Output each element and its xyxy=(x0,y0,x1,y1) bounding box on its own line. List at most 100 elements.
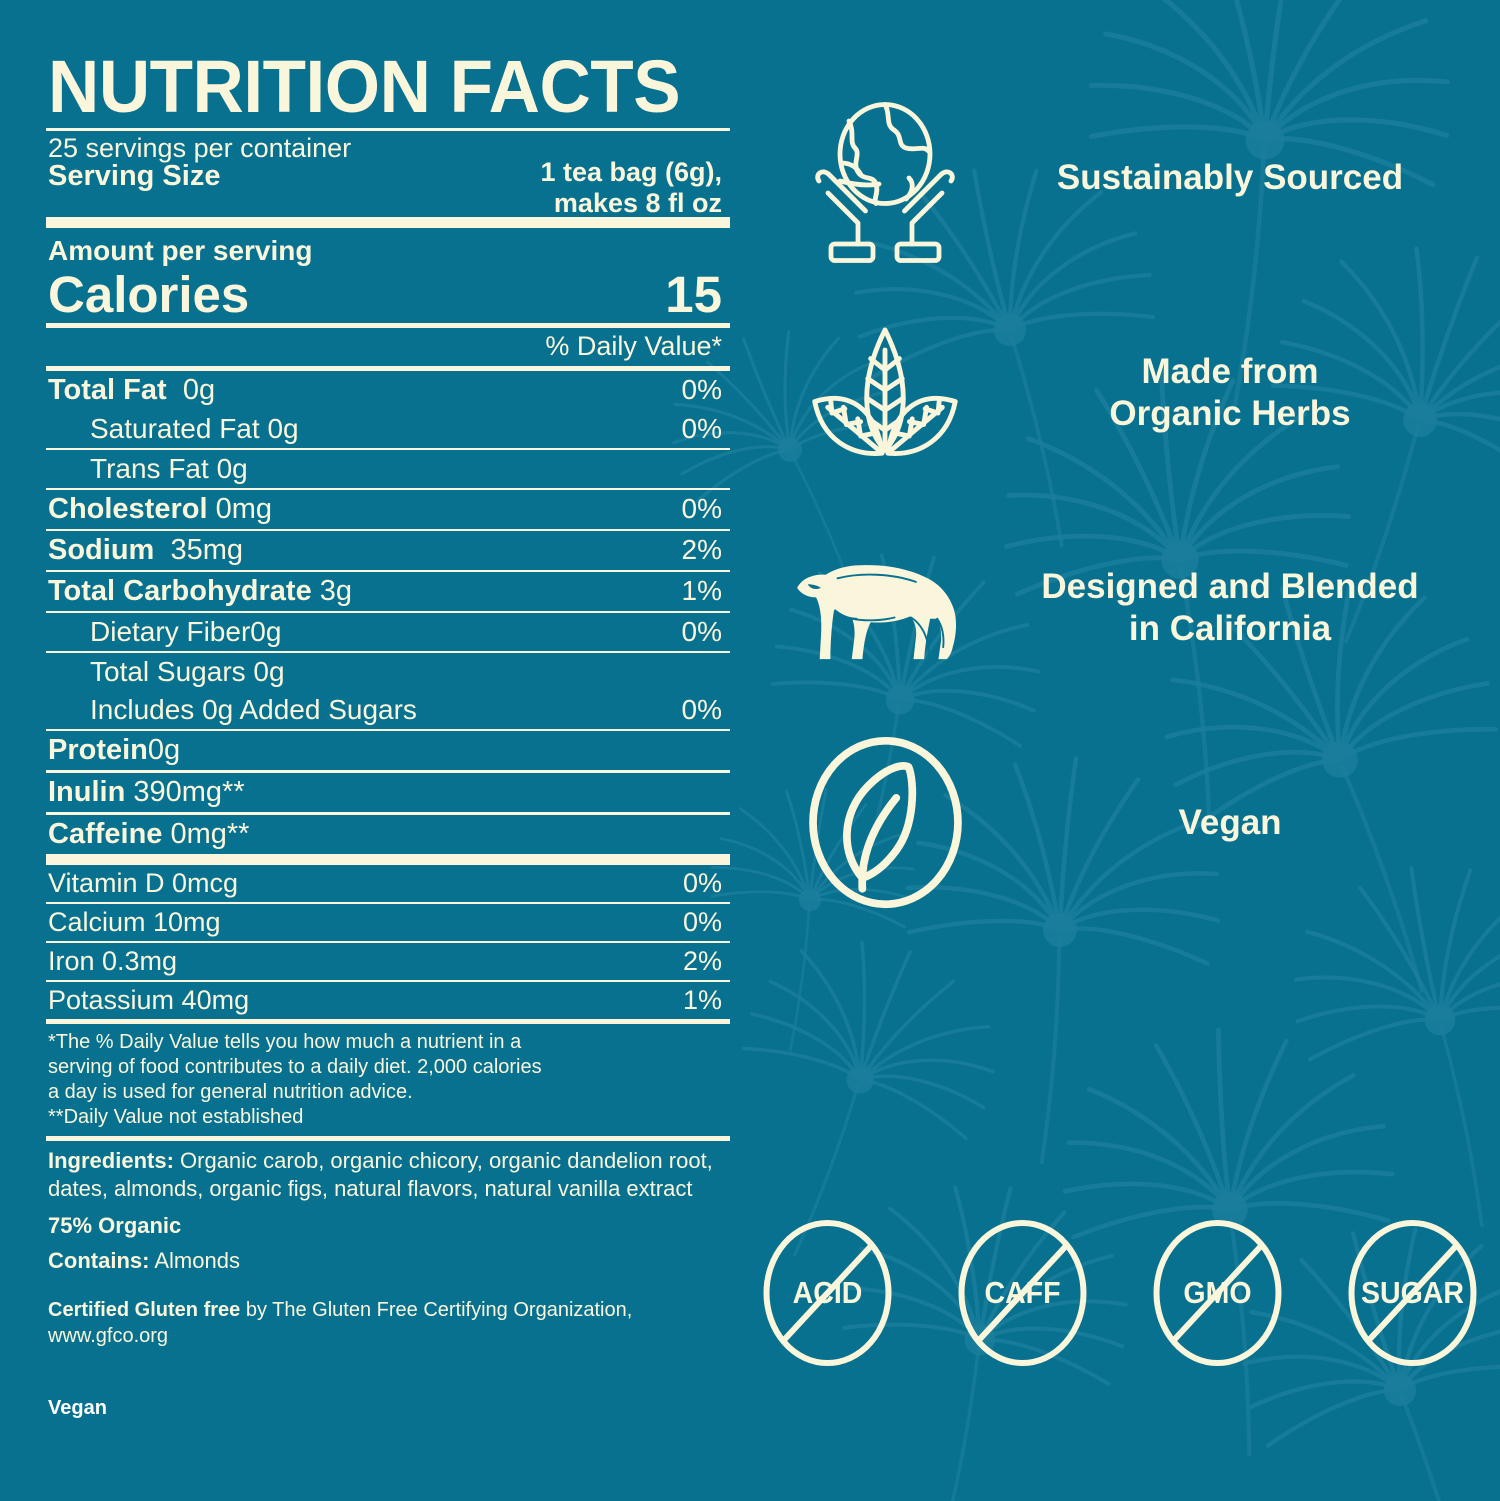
badge-label-line1: Vegan xyxy=(1178,802,1282,842)
footnote-line-3: a day is used for general nutrition advi… xyxy=(48,1081,413,1104)
gluten-free-bold: Certified Gluten free xyxy=(48,1299,241,1322)
table-row: Includes 0g Added Sugars 0% xyxy=(46,691,730,729)
nutrient-name: Includes 0g Added Sugars xyxy=(90,694,417,726)
nutrient-name: Total Sugars xyxy=(90,656,246,688)
contains-text: Almonds xyxy=(149,1248,240,1274)
table-row: Caffeine 0mg** xyxy=(46,815,730,854)
leaf-in-circle-icon xyxy=(770,730,1000,915)
no-caffeine-icon: CAFF xyxy=(955,1218,1090,1368)
vitamin-pct: 0% xyxy=(682,907,722,938)
nutrient-amount: 0g xyxy=(216,453,248,485)
globe-in-hands-icon xyxy=(770,88,1000,268)
table-row: Iron 0.3mg 2% xyxy=(46,943,730,980)
vitamin-pct: 2% xyxy=(682,946,722,977)
nutrient-pct: 0% xyxy=(681,374,722,406)
gluten-free-certification: Certified Gluten free by The Gluten Free… xyxy=(46,1275,730,1349)
amount-per-serving-label: Amount per serving xyxy=(48,235,313,267)
daily-value-footnote: *The % Daily Value tells you how much a … xyxy=(46,1024,730,1136)
table-row: Cholesterol 0mg 0% xyxy=(46,490,730,529)
table-row: Inulin 390mg** xyxy=(46,773,730,812)
footnote-line-1: *The % Daily Value tells you how much a … xyxy=(48,1031,522,1054)
footnote-line-4: **Daily Value not established xyxy=(48,1106,304,1129)
footnote-line-2: serving of food contributes to a daily d… xyxy=(48,1056,542,1079)
vitamin-name: Vitamin D 0mcg xyxy=(48,868,239,899)
table-row: Calcium 10mg 0% xyxy=(46,904,730,941)
ingredients-block: Ingredients: Organic carob, organic chic… xyxy=(46,1141,730,1205)
divider-above-vitamins xyxy=(46,854,730,866)
no-badge-label: CAFF xyxy=(984,1275,1061,1310)
nutrient-amount: 0g xyxy=(267,413,299,445)
gluten-free-url[interactable]: www.gfco.org xyxy=(48,1325,169,1348)
table-row: Total Sugars 0g xyxy=(46,653,730,691)
gluten-free-rest: by The Gluten Free Certifying Organizati… xyxy=(240,1299,633,1322)
nutrient-name: Cholesterol xyxy=(48,493,208,526)
no-acid-icon: ACID xyxy=(760,1218,895,1368)
serving-size-value-line2: makes 8 fl oz xyxy=(553,188,722,219)
badge-label-line1: Made from xyxy=(1141,351,1319,391)
nutrient-amount: 0g xyxy=(147,734,181,767)
vitamin-rows: Vitamin D 0mcg 0% Calcium 10mg 0% Iron 0… xyxy=(46,865,730,1019)
serving-size-value-line1: 1 tea bag (6g), xyxy=(540,157,722,188)
badge-label: Vegan xyxy=(1000,802,1470,844)
nutrient-name: Protein xyxy=(48,734,148,767)
nutrient-name: Caffeine xyxy=(48,818,163,851)
serving-info-block: 25 servings per container Serving Size 1… xyxy=(46,131,730,219)
calories-label: Calories xyxy=(48,266,250,324)
nutrient-amount: 0g xyxy=(250,616,282,648)
badge-sustainably-sourced: Sustainably Sourced xyxy=(770,70,1470,285)
nutrient-pct: 1% xyxy=(681,575,722,607)
nutrient-amount: 3g xyxy=(319,575,353,608)
badge-label-line2: in California xyxy=(1128,608,1332,648)
nutrient-name: Inulin xyxy=(48,776,126,809)
ingredients-label: Ingredients: xyxy=(48,1148,174,1174)
nutrient-name: Trans Fat xyxy=(90,453,209,485)
table-row: Total Carbohydrate 3g 1% xyxy=(46,572,730,611)
nutrient-name: Saturated Fat xyxy=(90,413,260,445)
vitamin-pct: 1% xyxy=(682,985,722,1016)
badge-vegan: Vegan xyxy=(770,715,1470,930)
badge-label: Designed and Blended in California xyxy=(1000,566,1470,650)
free-from-badges: ACID CAFF GMO SUGAR xyxy=(760,1218,1480,1368)
badge-california: Designed and Blended in California xyxy=(770,500,1470,715)
table-row: Trans Fat 0g xyxy=(46,450,730,488)
organic-percentage: 75% Organic xyxy=(48,1213,182,1239)
badge-organic-herbs: Made from Organic Herbs xyxy=(770,285,1470,500)
no-badge-label: GMO xyxy=(1183,1275,1252,1310)
nutrient-name: Total Fat xyxy=(48,374,167,407)
nutrient-amount: 0mg** xyxy=(170,818,250,851)
badge-label: Made from Organic Herbs xyxy=(1000,351,1470,435)
badge-label: Sustainably Sourced xyxy=(1000,157,1470,199)
nutrient-name: Total Carbohydrate xyxy=(48,575,312,608)
table-row: Saturated Fat 0g 0% xyxy=(46,410,730,448)
table-row: Vitamin D 0mcg 0% xyxy=(46,865,730,902)
nutrient-pct: 0% xyxy=(681,694,722,726)
nutrient-pct: 0% xyxy=(681,616,722,648)
vitamin-name: Iron 0.3mg xyxy=(48,946,178,977)
nutrient-pct: 0% xyxy=(681,493,722,525)
nutrient-amount: 0mg xyxy=(215,493,273,526)
nutrient-amount: 0g xyxy=(182,374,216,407)
nutrient-rows: Total Fat 0g 0% Saturated Fat 0g 0% Tran… xyxy=(46,371,730,854)
nutrient-amount: 35mg xyxy=(170,534,244,567)
nutrient-name: Sodium xyxy=(48,534,155,567)
vitamin-name: Calcium 10mg xyxy=(48,907,221,938)
badge-label-line2: Organic Herbs xyxy=(1109,393,1351,433)
table-row: Total Fat 0g 0% xyxy=(46,371,730,410)
serving-size-label: Serving Size xyxy=(48,160,221,193)
table-row: Dietary Fiber0g 0% xyxy=(46,613,730,651)
nutrient-pct: 0% xyxy=(681,413,722,445)
table-row: Protein0g xyxy=(46,731,730,770)
badge-label-line1: Sustainably Sourced xyxy=(1056,157,1404,197)
feature-badges: Sustainably Sourced xyxy=(770,70,1470,930)
table-row: Sodium 35mg 2% xyxy=(46,531,730,570)
badge-label-line1: Designed and Blended xyxy=(1041,566,1419,606)
no-badge-label: ACID xyxy=(792,1275,863,1310)
vitamin-name: Potassium 40mg xyxy=(48,985,250,1016)
nutrient-amount: 390mg** xyxy=(133,776,245,809)
no-gmo-icon: GMO xyxy=(1150,1218,1285,1368)
herb-leaves-icon xyxy=(770,307,1000,479)
calories-row: Calories 15 xyxy=(46,269,730,323)
california-bear-icon xyxy=(770,533,1000,683)
no-sugar-icon: SUGAR xyxy=(1345,1218,1480,1368)
nutrition-facts-panel: NUTRITION FACTS 25 servings per containe… xyxy=(46,49,730,1420)
